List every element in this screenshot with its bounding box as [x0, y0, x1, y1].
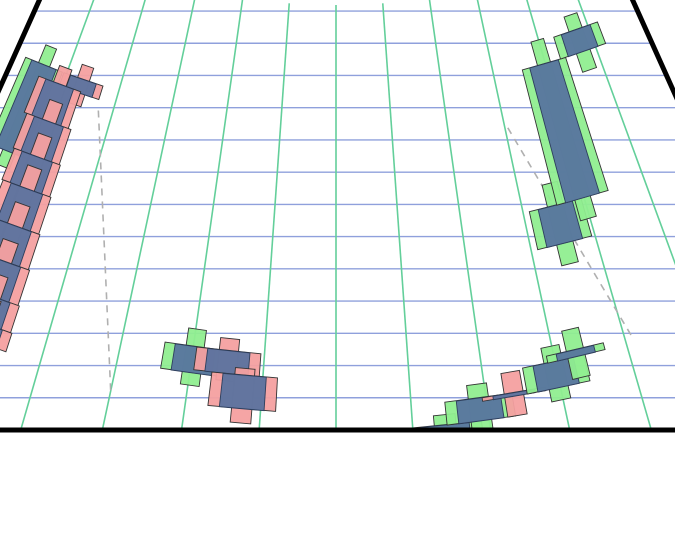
candle-wick — [0, 271, 9, 346]
candlestick — [521, 37, 609, 222]
candle-core — [218, 372, 267, 412]
candle-core — [529, 59, 601, 204]
candle-wick — [0, 238, 19, 315]
candle-core — [560, 24, 599, 58]
candlestick — [522, 343, 591, 403]
candlestick — [207, 367, 278, 425]
candle-core — [555, 344, 596, 362]
sector-gridline — [167, 0, 244, 430]
candlestick — [553, 12, 607, 73]
sector-gridline — [381, 3, 421, 430]
candlestick — [528, 180, 593, 267]
sector-gridline — [428, 0, 505, 430]
sector-gridline — [474, 0, 588, 430]
candle-body — [0, 312, 13, 353]
sector-gridline — [3, 0, 152, 430]
sector-gridline — [251, 3, 291, 430]
candlestick — [545, 326, 606, 380]
candlestick — [0, 295, 13, 366]
sector-gridline — [84, 0, 198, 430]
candlestick-layer — [0, 12, 609, 430]
